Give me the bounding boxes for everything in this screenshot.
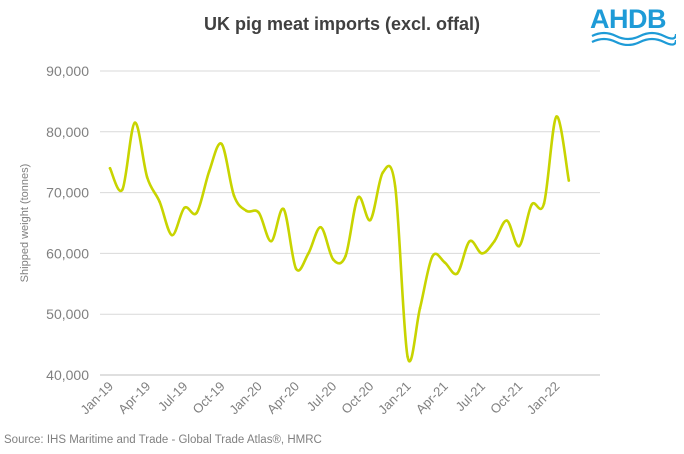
data-point — [418, 306, 422, 310]
data-point — [133, 121, 137, 124]
data-point — [232, 194, 236, 197]
data-point — [121, 188, 124, 191]
y-tick-label: 80,000 — [46, 124, 89, 140]
data-point — [344, 254, 347, 258]
data-point — [158, 200, 161, 204]
data-point — [207, 170, 211, 173]
data-point — [220, 142, 223, 146]
data-point — [170, 233, 174, 237]
x-tick-label: Jul-20 — [304, 379, 340, 415]
data-point — [505, 219, 509, 222]
data-point — [480, 252, 484, 255]
data-point — [530, 203, 533, 207]
data-point — [282, 207, 285, 211]
data-point — [567, 179, 571, 182]
y-tick-label: 70,000 — [46, 185, 89, 201]
data-point — [183, 206, 186, 210]
data-point — [294, 267, 298, 270]
x-tick-label: Apr-20 — [264, 379, 302, 417]
data-point — [145, 176, 149, 179]
data-point — [555, 115, 558, 118]
logo-waves-icon — [591, 31, 676, 46]
data-point — [493, 239, 496, 243]
y-tick-label: 50,000 — [46, 306, 89, 322]
y-tick-label: 40,000 — [46, 367, 89, 383]
data-point — [393, 185, 397, 188]
data-point — [356, 196, 360, 199]
data-point — [269, 239, 273, 243]
x-tick-label: Jul-21 — [452, 379, 488, 415]
data-point — [517, 244, 521, 248]
x-tick-label: Jan-20 — [226, 379, 265, 418]
data-point — [307, 252, 310, 255]
x-tick-label: Apr-19 — [115, 379, 153, 417]
data-point — [108, 166, 112, 170]
series-line — [108, 115, 571, 363]
x-tick-label: Jan-22 — [524, 379, 563, 418]
data-point — [443, 261, 447, 264]
ahdb-logo: AHDB — [590, 4, 676, 46]
y-tick-label: 90,000 — [46, 63, 89, 79]
data-point — [319, 225, 323, 229]
x-tick-label: Oct-21 — [487, 379, 525, 417]
data-point — [431, 255, 434, 258]
y-tick-label: 60,000 — [46, 245, 89, 261]
data-point — [331, 258, 335, 261]
ahdb-logo-text: AHDB — [590, 4, 667, 34]
x-tick-label: Oct-20 — [338, 379, 376, 417]
y-axis-label: Shipped weight (tonnes) — [19, 164, 31, 283]
data-point — [257, 211, 261, 214]
source-note: Source: IHS Maritime and Trade - Global … — [4, 434, 322, 446]
data-point — [542, 202, 546, 205]
x-tick-label: Jan-21 — [375, 379, 414, 418]
chart-title: UK pig meat imports (excl. offal) — [203, 14, 481, 34]
data-point — [245, 209, 248, 213]
data-point — [195, 211, 199, 214]
x-tick-label: Jan-19 — [77, 379, 116, 418]
x-tick-label: Oct-19 — [190, 379, 228, 417]
data-point — [369, 218, 372, 222]
data-point — [406, 355, 409, 359]
x-tick-label: Jul-19 — [155, 379, 191, 415]
data-point — [468, 239, 471, 243]
data-point — [455, 272, 459, 275]
data-point — [381, 171, 385, 174]
x-tick-label: Apr-21 — [413, 379, 451, 417]
